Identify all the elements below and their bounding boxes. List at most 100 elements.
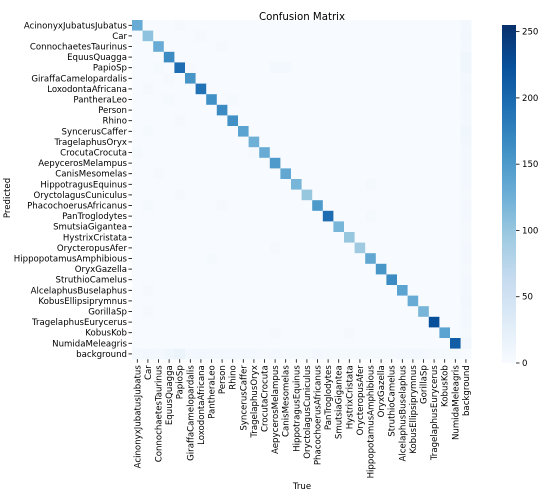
y-tick-label: LoxodontaAfricana	[47, 85, 127, 95]
heatmap-cell	[280, 306, 292, 318]
heatmap-cell	[386, 41, 398, 53]
heatmap-cell	[439, 200, 451, 212]
heatmap-cell	[163, 253, 175, 265]
heatmap-cell	[291, 115, 302, 127]
heatmap-cell	[418, 179, 430, 190]
heatmap-cell	[439, 147, 451, 159]
heatmap-cell	[248, 285, 260, 296]
heatmap-cell	[227, 30, 239, 42]
heatmap-cell	[216, 115, 228, 127]
heatmap-cell	[450, 200, 461, 212]
colorbar-tick-label: 100	[522, 226, 538, 236]
heatmap-cell	[238, 316, 249, 328]
heatmap-cell	[269, 83, 281, 95]
heatmap-cell	[163, 62, 175, 74]
heatmap-cell	[153, 136, 165, 148]
heatmap-cell	[185, 232, 196, 243]
heatmap-cell	[195, 316, 207, 328]
y-tick-label: NumidaMeleagris	[52, 339, 127, 349]
heatmap-cell	[344, 274, 355, 286]
heatmap-cell	[132, 41, 143, 53]
heatmap-cell	[322, 179, 334, 190]
heatmap-cell	[439, 221, 451, 233]
heatmap-cell	[174, 306, 186, 318]
heatmap-cell	[375, 200, 387, 212]
heatmap-cell	[365, 316, 377, 328]
heatmap-cell	[142, 83, 154, 95]
y-tick-label: PantheraLeo	[73, 96, 127, 106]
heatmap-cell	[333, 62, 345, 74]
heatmap-cell	[153, 338, 165, 349]
heatmap-cell	[206, 157, 218, 169]
heatmap-cell	[291, 62, 302, 74]
heatmap-cell	[333, 41, 345, 53]
heatmap-cell	[153, 189, 165, 201]
heatmap-cell	[450, 179, 461, 190]
heatmap-cell	[397, 30, 408, 42]
heatmap-cell	[163, 94, 175, 106]
heatmap-cell	[185, 104, 196, 116]
heatmap-cell	[269, 210, 281, 222]
heatmap-cell	[280, 62, 292, 74]
heatmap-cell	[185, 147, 196, 159]
heatmap-cell	[248, 274, 260, 286]
heatmap-cell	[248, 136, 260, 148]
heatmap-cell	[418, 316, 430, 328]
heatmap-cell	[397, 41, 408, 53]
heatmap-cell	[269, 242, 281, 254]
heatmap-cell	[163, 126, 175, 137]
heatmap-cell	[195, 136, 207, 148]
heatmap-cell	[428, 253, 440, 265]
heatmap-cell	[291, 136, 302, 148]
heatmap-cell	[195, 83, 207, 95]
heatmap-cell	[163, 179, 175, 190]
heatmap-cell	[301, 20, 313, 31]
heatmap-cell	[174, 200, 186, 212]
heatmap-cell	[153, 157, 165, 169]
heatmap-cell	[291, 168, 302, 180]
heatmap-cell	[206, 94, 218, 106]
heatmap-cell	[418, 348, 430, 360]
heatmap-cell	[312, 253, 324, 265]
heatmap-cell	[227, 51, 239, 63]
heatmap-cell	[407, 327, 419, 339]
heatmap-cell	[163, 51, 175, 63]
heatmap-cell	[248, 200, 260, 212]
heatmap-cell	[227, 221, 239, 233]
x-tick-label: background	[462, 365, 472, 416]
heatmap-cell	[344, 285, 355, 296]
y-tick-label: GiraffaCamelopardalis	[31, 74, 127, 84]
heatmap-cell	[365, 83, 377, 95]
heatmap-cell	[142, 41, 154, 53]
heatmap-cell	[174, 274, 186, 286]
heatmap-cell	[163, 348, 175, 360]
heatmap-cell	[344, 126, 355, 137]
heatmap-cell	[386, 136, 398, 148]
heatmap-cell	[460, 136, 472, 148]
heatmap-cell	[259, 348, 271, 360]
heatmap-cell	[354, 51, 366, 63]
heatmap-cell	[407, 316, 419, 328]
heatmap-cell	[227, 263, 239, 275]
heatmap-cell	[428, 179, 440, 190]
heatmap-cell	[344, 210, 355, 222]
heatmap-cell	[439, 126, 451, 137]
heatmap-cell	[248, 94, 260, 106]
heatmap-cell	[428, 136, 440, 148]
heatmap-cell	[460, 242, 472, 254]
heatmap-cell	[386, 126, 398, 137]
heatmap-cell	[269, 316, 281, 328]
heatmap-cell	[460, 263, 472, 275]
heatmap-cell	[450, 327, 461, 339]
heatmap-cell	[142, 316, 154, 328]
heatmap-cell	[206, 51, 218, 63]
heatmap-cell	[227, 157, 239, 169]
heatmap-cell	[291, 295, 302, 307]
heatmap-cell	[132, 306, 143, 318]
heatmap-cell	[397, 147, 408, 159]
heatmap-cell	[142, 306, 154, 318]
heatmap-cell	[450, 263, 461, 275]
heatmap-cell	[248, 147, 260, 159]
heatmap-cell	[216, 126, 228, 137]
heatmap-cell	[280, 263, 292, 275]
